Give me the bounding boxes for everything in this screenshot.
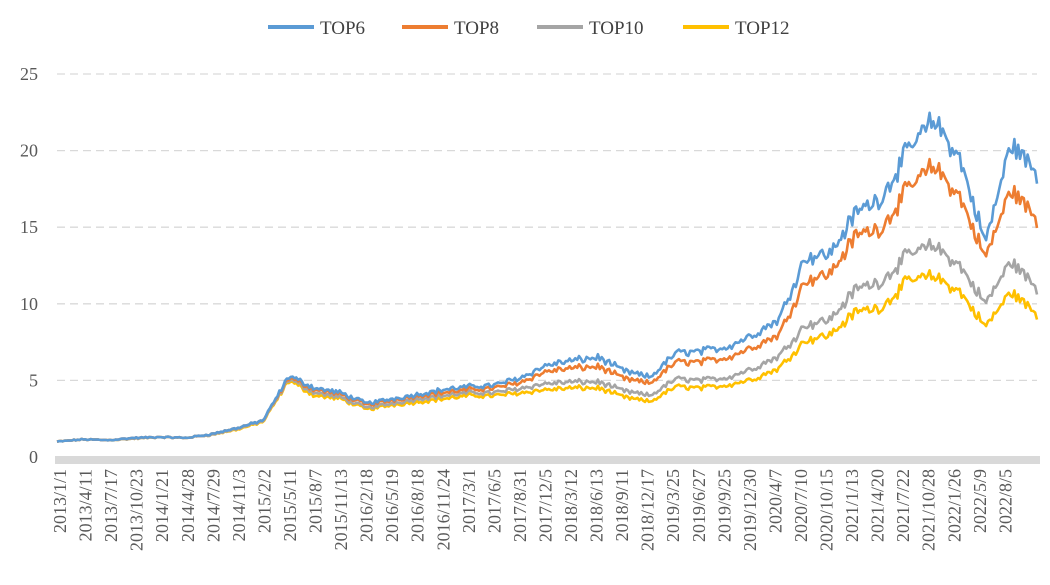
x-tick-label: 2017/6/5 (484, 469, 504, 533)
x-tick-label: 2021/4/20 (868, 469, 888, 542)
x-tick-label: 2018/6/13 (587, 469, 607, 542)
x-tick-label: 2013/10/23 (127, 469, 147, 551)
x-tick-label: 2018/3/12 (561, 469, 581, 542)
series-line-top12 (56, 268, 1039, 443)
x-tick-label: 2013/1/1 (50, 469, 70, 533)
x-tick-label: 2020/10/15 (817, 469, 837, 551)
y-axis-ticks: 0 5 10 15 20 25 (20, 64, 38, 467)
y-tick-label: 5 (29, 370, 38, 390)
x-tick-label: 2019/6/27 (689, 469, 709, 542)
x-tick-label: 2016/8/18 (408, 469, 428, 542)
x-tick-label: 2020/4/7 (765, 469, 785, 533)
legend-label-top12: TOP12 (735, 18, 790, 39)
y-tick-label: 15 (20, 217, 38, 237)
x-axis-band (55, 456, 1040, 464)
x-tick-label: 2013/4/11 (76, 469, 96, 541)
y-tick-label: 10 (20, 294, 38, 314)
gridlines (57, 73, 1037, 382)
x-tick-label: 2014/11/3 (229, 469, 249, 541)
y-tick-label: 20 (20, 141, 38, 161)
x-tick-label: 2021/1/13 (842, 469, 862, 542)
x-axis-ticks: 2013/1/1 2013/4/11 2013/7/17 2013/10/23 2014… (50, 469, 1015, 551)
x-tick-label: 2022/1/26 (944, 469, 964, 542)
series-lines (56, 111, 1039, 443)
x-tick-label: 2015/5/11 (280, 469, 300, 541)
x-tick-label: 2013/7/17 (101, 469, 121, 542)
x-tick-label: 2017/12/5 (535, 469, 555, 542)
legend-label-top8: TOP8 (454, 18, 499, 39)
x-tick-label: 2015/2/2 (254, 469, 274, 533)
x-tick-label: 2016/11/24 (433, 469, 453, 550)
x-tick-label: 2021/7/22 (893, 469, 913, 542)
x-tick-label: 2020/7/10 (791, 469, 811, 542)
x-tick-label: 2017/3/1 (459, 469, 479, 533)
x-tick-label: 2015/8/7 (306, 469, 326, 533)
x-tick-label: 2016/2/18 (357, 469, 377, 542)
series-line-top10 (56, 238, 1039, 443)
series-line-top8 (56, 157, 1039, 443)
y-tick-label: 0 (29, 447, 38, 467)
legend-label-top10: TOP10 (589, 18, 644, 39)
x-tick-label: 2015/11/13 (331, 469, 351, 550)
x-tick-label: 2016/5/19 (382, 469, 402, 542)
x-tick-label: 2021/10/28 (919, 469, 939, 551)
x-tick-label: 2018/9/11 (612, 469, 632, 541)
x-tick-label: 2022/5/9 (970, 469, 990, 533)
x-tick-label: 2014/1/21 (152, 469, 172, 542)
x-tick-label: 2014/4/28 (178, 469, 198, 542)
x-tick-label: 2014/7/29 (203, 469, 223, 542)
series-line-top6 (56, 111, 1039, 443)
y-tick-label: 25 (20, 64, 38, 84)
x-tick-label: 2018/12/17 (638, 469, 658, 551)
x-tick-label: 2019/12/30 (740, 469, 760, 551)
legend-label-top6: TOP6 (320, 18, 365, 39)
x-tick-label: 2019/3/25 (663, 469, 683, 542)
x-tick-label: 2022/8/5 (995, 469, 1015, 533)
legend: TOP6 TOP8 TOP10 TOP12 (268, 18, 790, 39)
x-tick-label: 2019/9/25 (714, 469, 734, 542)
x-tick-label: 2017/8/31 (510, 469, 530, 542)
